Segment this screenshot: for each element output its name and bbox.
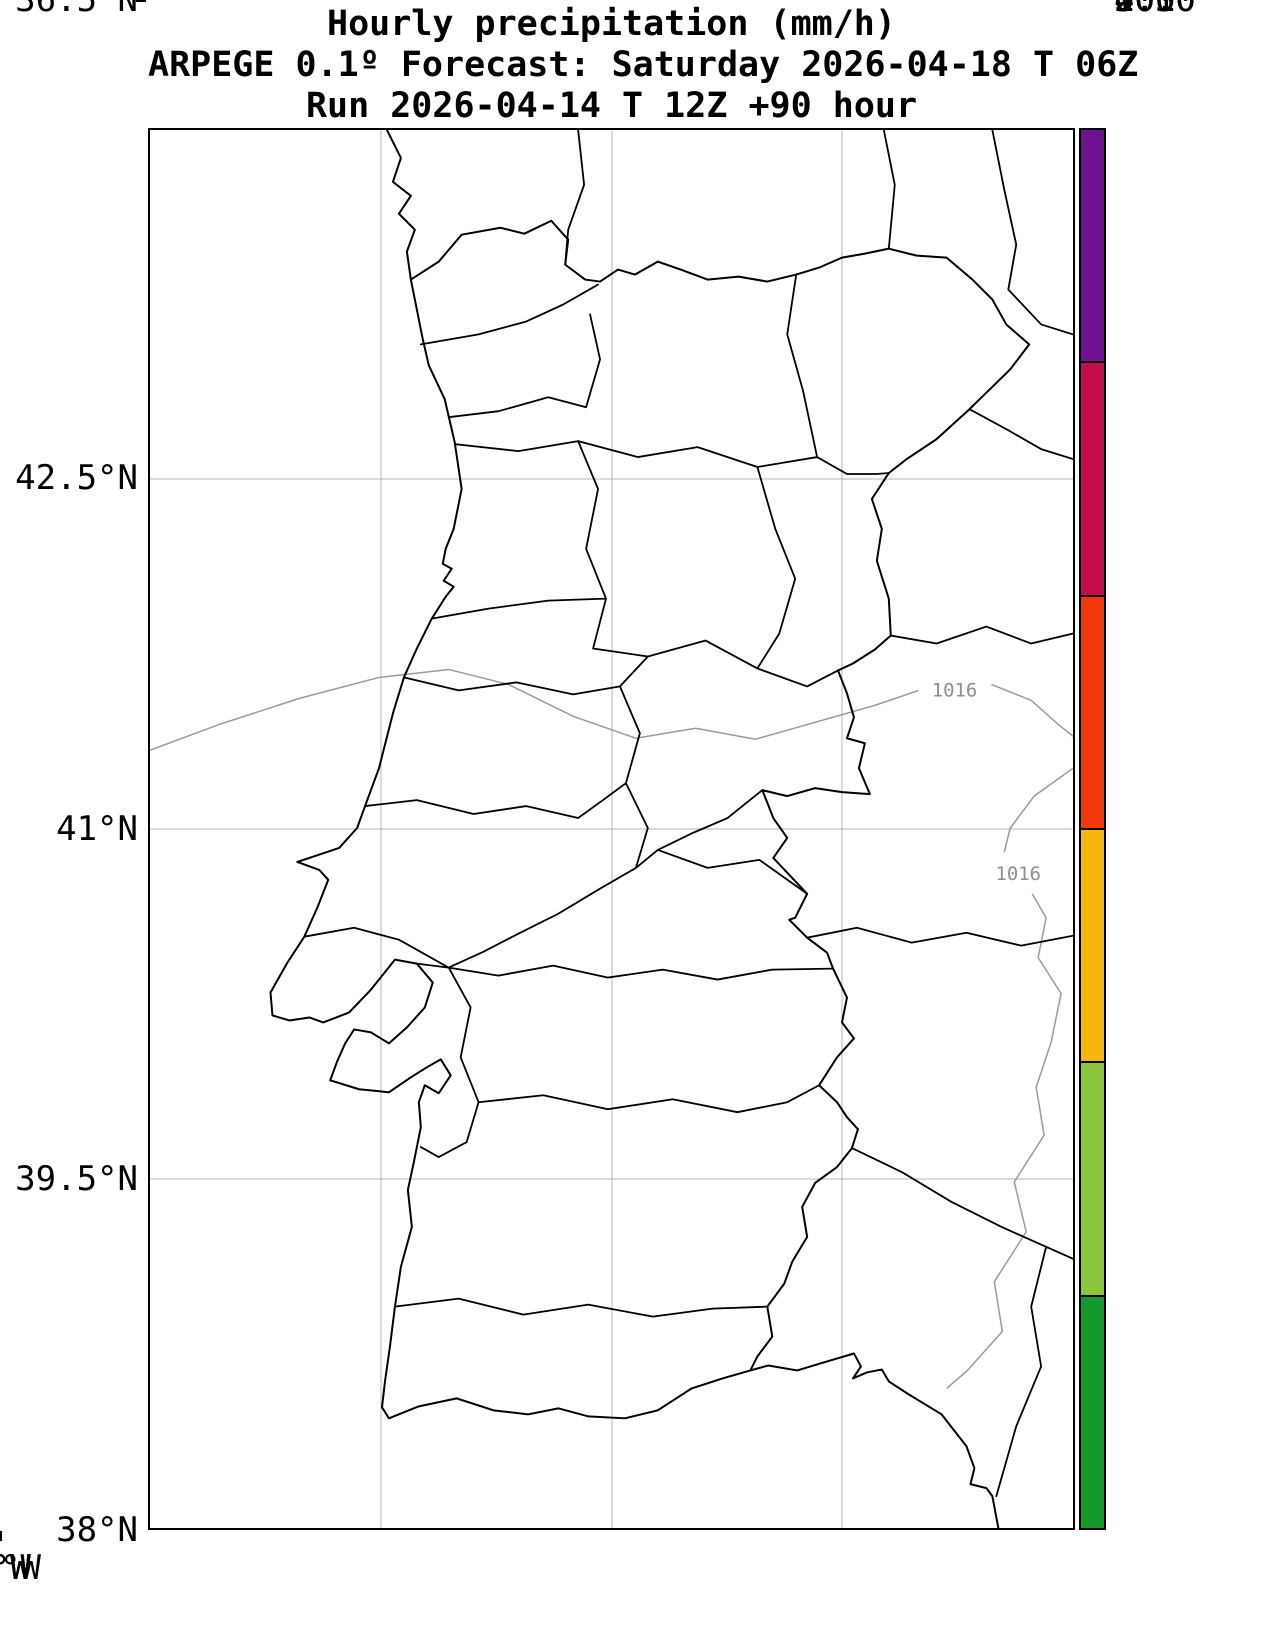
- colorbar-tick-label: 0.5: [1114, 0, 1176, 20]
- isobar-label-1016: 1016: [932, 679, 978, 701]
- colorbar-tick-label: 5.0: [1114, 0, 1176, 20]
- colorbar-segment-1-5: [1081, 827, 1104, 1062]
- lat-tick-label: 36.5°N: [15, 0, 138, 20]
- lon-tick-label: 10°W: [0, 1548, 41, 1588]
- isobar-path: [1003, 767, 1073, 853]
- colorbar-segment-05-1: [1081, 1061, 1104, 1295]
- lon-tick-label: 9°W: [0, 1548, 31, 1588]
- colorbar-segment-20-40: [1081, 130, 1104, 362]
- title-line-1: Hourly precipitation (mm/h): [327, 4, 896, 44]
- title-line-3: Run 2026-04-14 T 12Z +90 hour: [305, 86, 918, 126]
- colorbar-segment-01-05: [1081, 1294, 1104, 1528]
- title-line-2: ARPEGE 0.1º Forecast: Saturday 2026-04-1…: [148, 45, 1139, 85]
- bottom-tick-mark: [0, 1531, 2, 1541]
- isobar-label-1016: 1016: [995, 863, 1041, 885]
- colorbar-tick-label: 1.0: [1114, 0, 1176, 20]
- figure-title-block: Hourly precipitation (mm/h) ARPEGE 0.1º …: [148, 4, 1139, 127]
- district-boundaries-path: [303, 130, 1073, 1497]
- lat-tick-label: 39.5°N: [15, 1159, 138, 1199]
- left-tick-mark: [136, 0, 146, 2]
- lon-tick-label: 8°W: [0, 1548, 31, 1588]
- map-svg: 1016 1016: [150, 130, 1073, 1528]
- lon-tick-label: 6°W: [0, 1548, 31, 1588]
- colorbar-segment-10-20: [1081, 361, 1104, 595]
- colorbar-tick-label: 10.0: [1114, 0, 1196, 20]
- map-plot-area: 1016 1016: [148, 128, 1075, 1530]
- isobar-contours: [150, 668, 1073, 1389]
- colorbar-tick-label: 20.0: [1114, 0, 1196, 20]
- isobar-path: [150, 668, 919, 751]
- lat-tick-label: 41°N: [56, 809, 138, 849]
- precipitation-colorbar: [1079, 128, 1106, 1530]
- colorbar-tick-label: 0.1: [1114, 0, 1176, 20]
- coastline-path: [269, 130, 1031, 1528]
- colorbar-segment-5-10: [1081, 594, 1104, 828]
- isobar-path: [991, 683, 1073, 737]
- isobar-path: [946, 893, 1062, 1389]
- colorbar-tick-label: 40.0: [1114, 0, 1196, 20]
- lat-tick-label: 42.5°N: [15, 458, 138, 498]
- lat-tick-label: 38°N: [56, 1510, 138, 1550]
- graticule-gridlines: [150, 130, 1073, 1528]
- lon-tick-label: 7°W: [0, 1548, 31, 1588]
